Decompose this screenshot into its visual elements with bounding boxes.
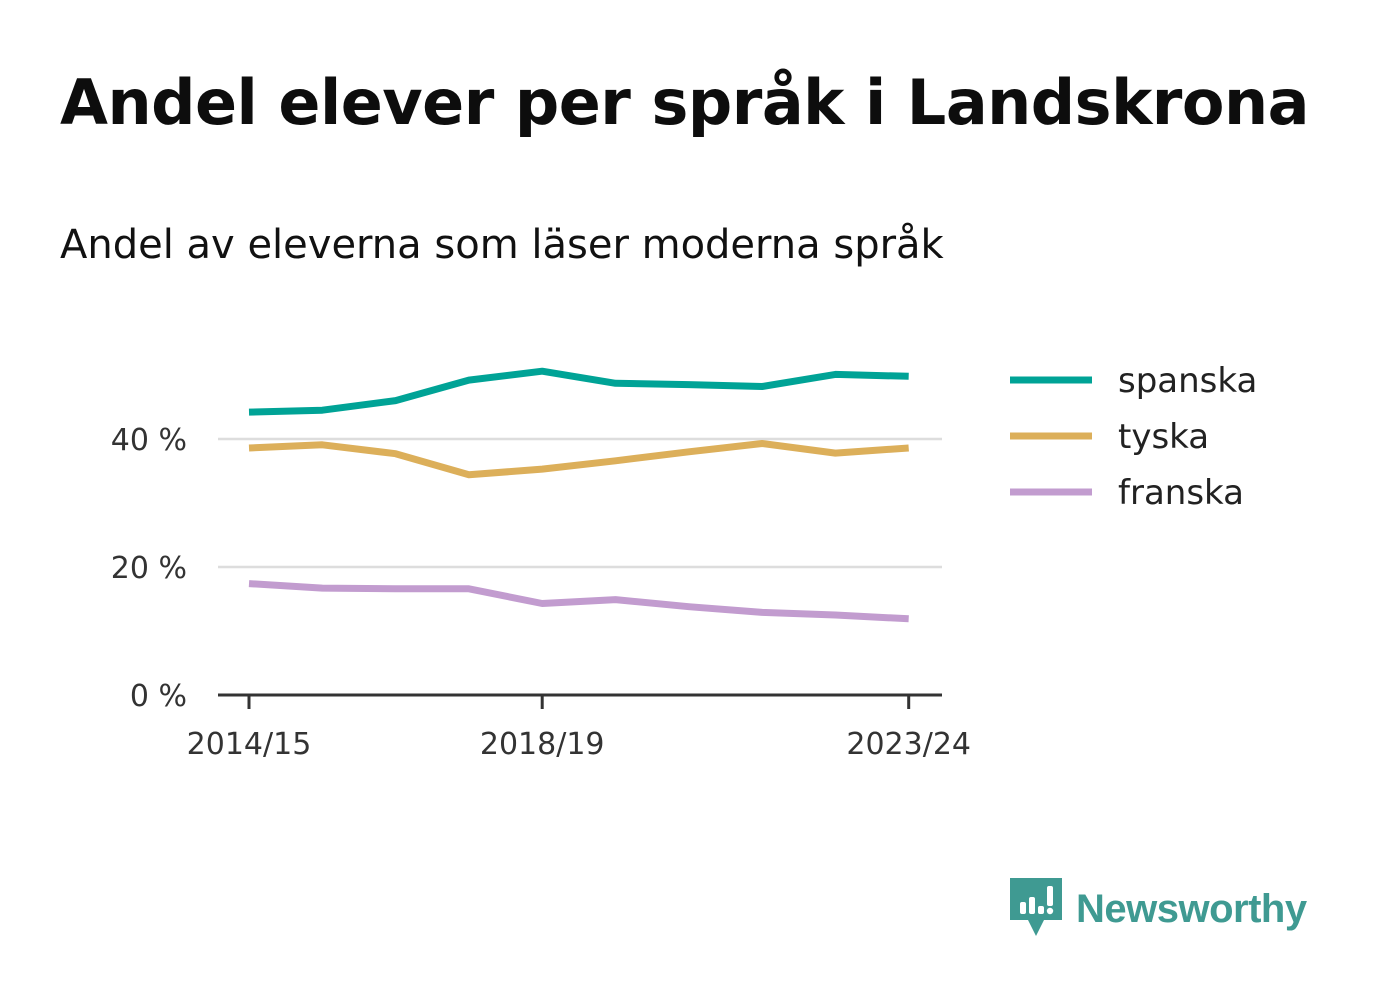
y-tick-label: 40 % — [111, 423, 187, 458]
grid-lines — [218, 437, 942, 569]
series-line-spanska — [248, 367, 909, 416]
legend-label-franska: franska — [1118, 473, 1244, 513]
legend-label-spanska: spanska — [1118, 361, 1257, 401]
y-tick-label: 0 % — [130, 679, 187, 714]
x-axis: 2014/15 2018/19 2023/24 — [187, 693, 971, 762]
legend: spanska tyska franska — [1010, 361, 1257, 513]
series-line-tyska — [248, 440, 909, 479]
chart-subtitle: Andel av eleverna som läser moderna språ… — [60, 222, 944, 268]
series-line-franska — [248, 580, 909, 623]
brand-name: Newsworthy — [1076, 886, 1307, 931]
legend-label-tyska: tyska — [1118, 417, 1209, 457]
newsworthy-logo-icon — [1010, 878, 1062, 936]
series-lines — [248, 367, 909, 623]
x-tick-label: 2023/24 — [846, 727, 971, 762]
y-axis-tick-labels: 0 % 20 % 40 % — [111, 423, 187, 714]
chart-title: Andel elever per språk i Landskrona — [60, 66, 1309, 139]
x-tick-label: 2014/15 — [187, 727, 312, 762]
brand-logo: Newsworthy — [1010, 878, 1307, 940]
x-tick-label: 2018/19 — [480, 727, 605, 762]
y-tick-label: 20 % — [111, 551, 187, 586]
